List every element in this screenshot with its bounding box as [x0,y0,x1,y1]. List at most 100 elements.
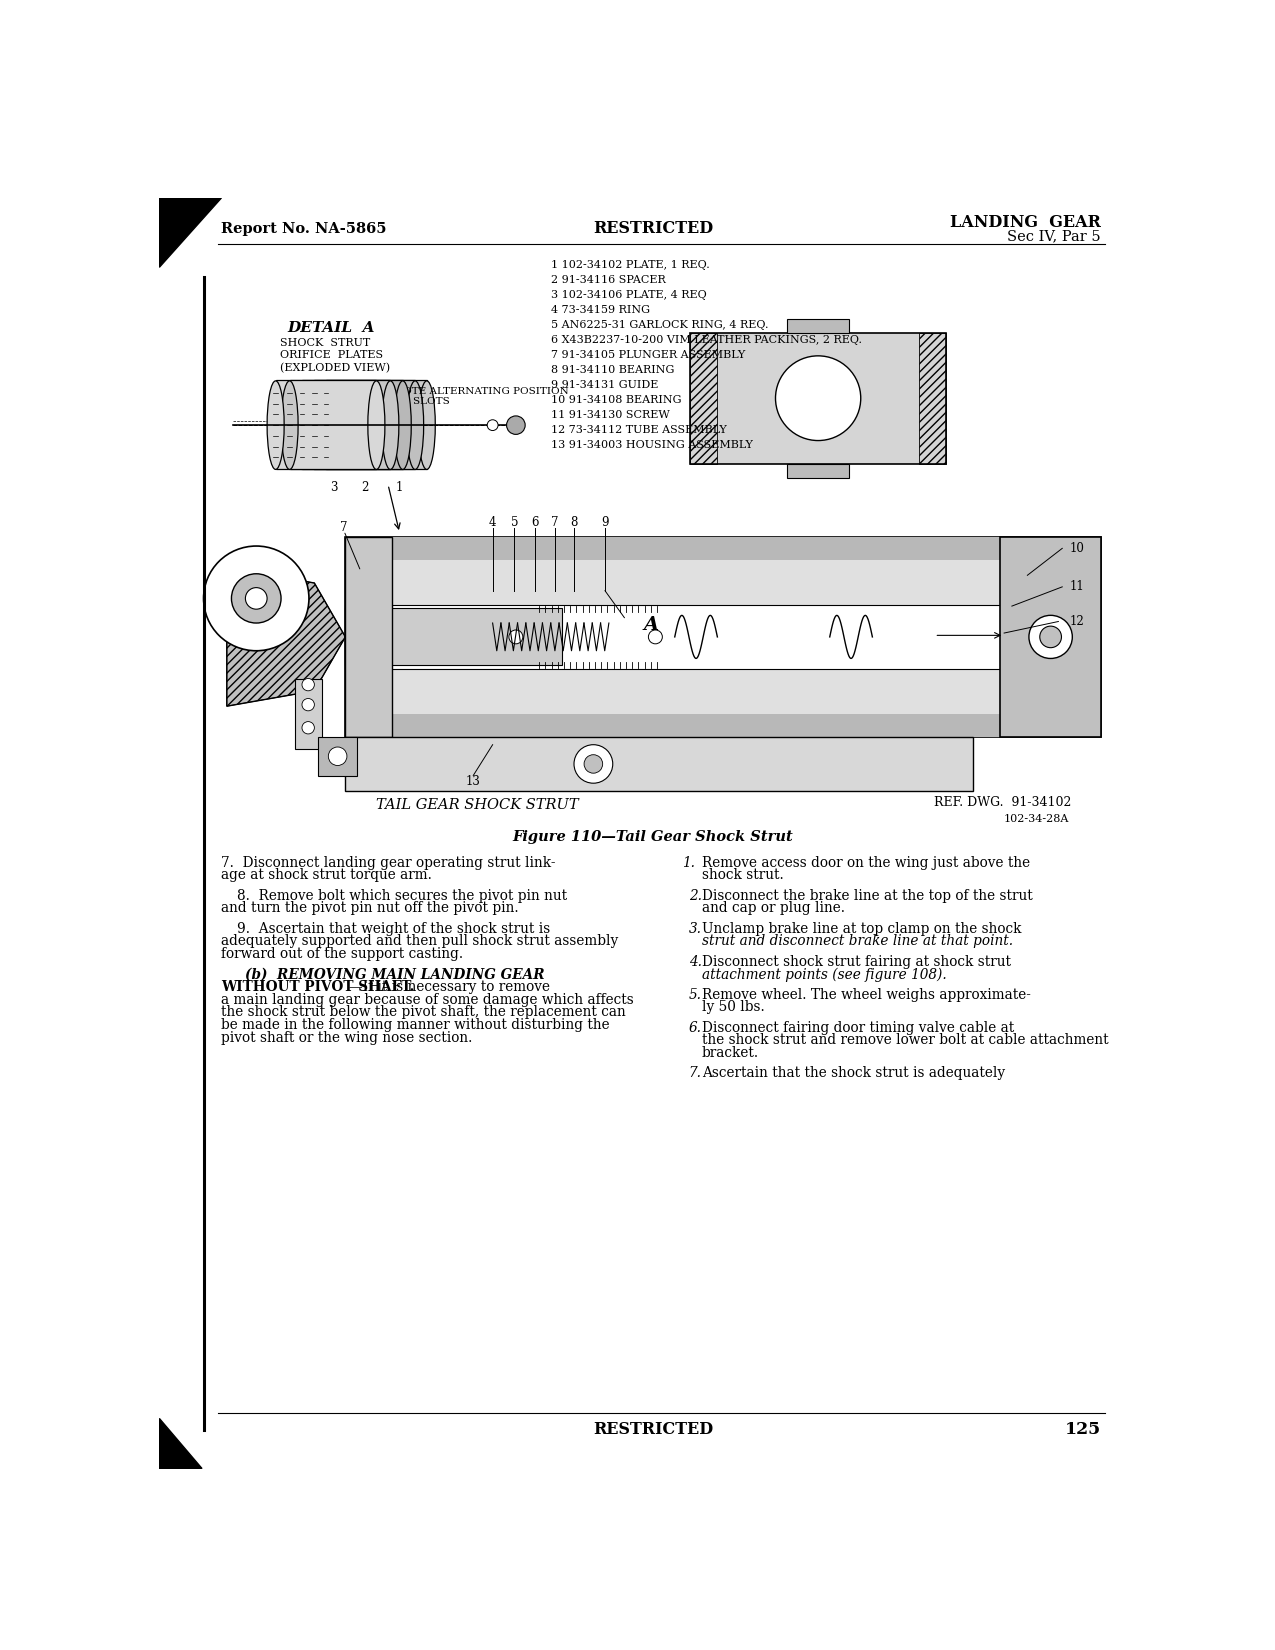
Text: 6: 6 [532,516,539,530]
Ellipse shape [418,381,435,469]
Text: 8 91-34110 BEARING: 8 91-34110 BEARING [551,365,674,375]
FancyBboxPatch shape [319,738,357,776]
Polygon shape [159,1419,201,1468]
FancyBboxPatch shape [787,318,849,333]
Text: the shock strut below the pivot shaft, the replacement can: the shock strut below the pivot shaft, t… [222,1005,626,1020]
FancyBboxPatch shape [346,604,1016,670]
Ellipse shape [368,381,385,469]
Text: ly 50 lbs.: ly 50 lbs. [701,1000,765,1015]
Text: SHOCK  STRUT: SHOCK STRUT [279,338,370,348]
Text: 11: 11 [1070,581,1085,594]
Text: Disconnect the brake line at the top of the strut: Disconnect the brake line at the top of … [701,889,1033,903]
Text: 1: 1 [397,482,403,495]
Text: 9 91-34131 GUIDE: 9 91-34131 GUIDE [551,380,658,389]
Text: Ascertain that the shock strut is adequately: Ascertain that the shock strut is adequa… [701,1066,1005,1081]
FancyBboxPatch shape [346,714,1102,738]
Text: TAIL GEAR SHOCK STRUT: TAIL GEAR SHOCK STRUT [376,797,579,812]
Text: 7.: 7. [688,1066,701,1081]
Text: Remove wheel. The wheel weighs approximate-: Remove wheel. The wheel weighs approxima… [701,988,1030,1002]
Text: REF. DWG.  91-34102: REF. DWG. 91-34102 [935,795,1072,808]
Ellipse shape [280,381,298,469]
Text: (b)  REMOVING MAIN LANDING GEAR: (b) REMOVING MAIN LANDING GEAR [245,967,544,982]
FancyBboxPatch shape [346,738,973,790]
Text: 7 91-34105 PLUNGER ASSEMBLY: 7 91-34105 PLUNGER ASSEMBLY [551,350,745,360]
FancyBboxPatch shape [315,381,416,469]
Text: forward out of the support casting.: forward out of the support casting. [222,947,464,960]
Polygon shape [227,568,346,706]
Text: 7: 7 [340,521,348,535]
Circle shape [574,744,613,784]
FancyBboxPatch shape [326,381,427,469]
Text: Sec IV, Par 5: Sec IV, Par 5 [1007,229,1102,244]
Circle shape [204,546,309,650]
Text: WITHOUT PIVOT SHAFT.: WITHOUT PIVOT SHAFT. [222,980,414,993]
Text: 3 102-34106 PLATE, 4 REQ: 3 102-34106 PLATE, 4 REQ [551,290,706,300]
Text: 10: 10 [1070,541,1085,554]
Text: 8.  Remove bolt which secures the pivot pin nut: 8. Remove bolt which secures the pivot p… [237,889,567,903]
FancyBboxPatch shape [302,381,403,469]
Text: be made in the following manner without disturbing the: be made in the following manner without … [222,1018,609,1033]
Text: and cap or plug line.: and cap or plug line. [701,901,845,916]
Text: A: A [644,617,659,634]
Text: Disconnect fairing door timing valve cable at: Disconnect fairing door timing valve cab… [701,1021,1014,1035]
Circle shape [487,419,499,431]
Text: 12 73-34112 TUBE ASSEMBLY: 12 73-34112 TUBE ASSEMBLY [551,424,727,434]
Text: pivot shaft or the wing nose section.: pivot shaft or the wing nose section. [222,1031,473,1044]
Text: RESTRICTED: RESTRICTED [593,1422,713,1439]
Text: 4.: 4. [688,955,701,969]
Circle shape [649,630,662,644]
Text: Disconnect shock strut fairing at shock strut: Disconnect shock strut fairing at shock … [701,955,1011,969]
Text: RESTRICTED: RESTRICTED [593,221,713,238]
Circle shape [232,574,280,624]
Text: and turn the pivot pin nut off the pivot pin.: and turn the pivot pin nut off the pivot… [222,901,519,916]
Text: 2.: 2. [688,889,701,903]
Text: 9.  Ascertain that weight of the shock strut is: 9. Ascertain that weight of the shock st… [237,922,550,936]
FancyBboxPatch shape [787,464,849,477]
Text: 13 91-34003 HOUSING ASSEMBLY: 13 91-34003 HOUSING ASSEMBLY [551,441,752,450]
FancyBboxPatch shape [1001,536,1102,738]
Text: (EXPLODED VIEW): (EXPLODED VIEW) [279,363,390,373]
Text: 8: 8 [570,516,578,530]
Text: 11 91-34130 SCREW: 11 91-34130 SCREW [551,409,669,419]
Text: 4: 4 [488,516,496,530]
Polygon shape [159,198,222,267]
Text: 13: 13 [465,776,481,789]
Text: bracket.: bracket. [701,1046,759,1061]
FancyBboxPatch shape [295,680,323,749]
Circle shape [775,356,861,441]
Ellipse shape [266,381,284,469]
Circle shape [302,698,315,711]
Ellipse shape [381,381,399,469]
Text: Remove access door on the wing just above the: Remove access door on the wing just abov… [701,856,1030,870]
Ellipse shape [317,381,334,469]
Text: the shock strut and remove lower bolt at cable attachment: the shock strut and remove lower bolt at… [701,1033,1108,1048]
Text: 2 91-34116 SPACER: 2 91-34116 SPACER [551,274,666,284]
FancyBboxPatch shape [275,381,376,469]
Circle shape [302,721,315,734]
FancyBboxPatch shape [346,536,1102,559]
Text: 12: 12 [1070,615,1085,629]
Text: 7.  Disconnect landing gear operating strut link-: 7. Disconnect landing gear operating str… [222,856,556,870]
FancyBboxPatch shape [690,333,946,464]
Text: 3: 3 [330,482,338,495]
Text: 7: 7 [551,516,558,530]
Circle shape [506,416,525,434]
Text: 1.: 1. [682,856,695,870]
Circle shape [584,754,603,774]
Text: 6.: 6. [688,1021,701,1035]
Text: 3.: 3. [688,922,701,936]
Text: 9: 9 [602,516,608,530]
Circle shape [509,630,523,644]
Text: attachment points (see figure 108).: attachment points (see figure 108). [701,967,946,982]
Text: Report No. NA-5865: Report No. NA-5865 [222,221,386,236]
Circle shape [245,587,266,609]
Text: 102-34-28A: 102-34-28A [1005,815,1070,825]
Text: 5 AN6225-31 GARLOCK RING, 4 REQ.: 5 AN6225-31 GARLOCK RING, 4 REQ. [551,320,769,330]
Text: 5: 5 [510,516,518,530]
Text: 4 73-34159 RING: 4 73-34159 RING [551,305,650,315]
FancyBboxPatch shape [346,609,562,665]
Text: strut and disconnect brake line at that point.: strut and disconnect brake line at that … [701,934,1014,949]
Text: LANDING  GEAR: LANDING GEAR [950,214,1102,231]
FancyBboxPatch shape [289,381,390,469]
Text: age at shock strut torque arm.: age at shock strut torque arm. [222,868,432,883]
